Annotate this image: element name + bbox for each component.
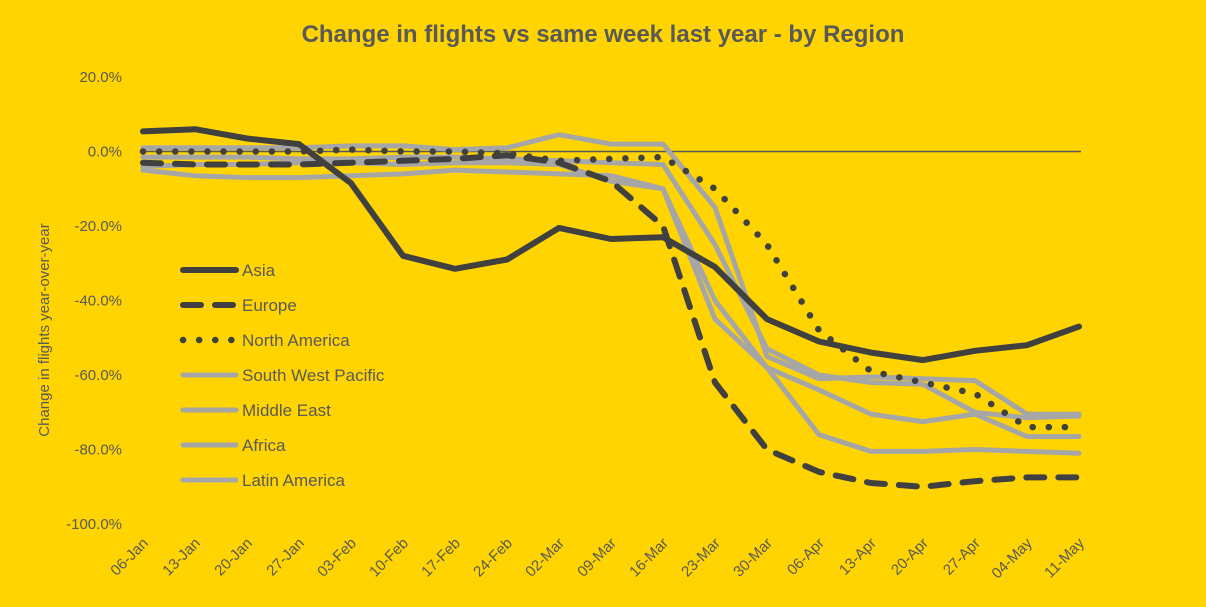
x-tick-label: 03-Feb [314,535,360,581]
x-tick-label: 20-Jan [211,535,255,579]
x-tick-label: 27-Jan [263,535,307,579]
x-tick-label: 06-Apr [784,535,828,579]
x-tick-label: 30-Mar [730,535,776,581]
x-tick-label: 11-May [1041,534,1088,581]
series-line-middle-east [140,154,1082,421]
legend-item-asia: Asia [180,261,276,280]
y-tick-label: -20.0% [74,218,122,235]
legend-label: Middle East [242,401,331,420]
x-tick-label: 04-May [988,534,1036,582]
series-line-asia [140,126,1082,364]
series-line-africa [140,160,1082,456]
x-axis-ticks: 06-Jan 13-Jan 20-Jan 27-Jan 03-Feb 10-Feb 17-F… [107,534,1088,582]
x-tick-label: 16-Mar [626,535,672,581]
series-line-north-america [139,146,1083,431]
x-tick-label: 06-Jan [107,535,151,579]
x-tick-label: 09-Mar [574,535,620,581]
x-tick-label: 20-Apr [888,535,932,579]
x-tick-label: 24-Feb [470,535,516,581]
legend: Asia Europe North America South West Pacifi… [179,261,385,490]
y-axis-ticks: 20.0% 0.0% -20.0% -40.0% -60.0% -80.0% -100.0% [66,69,122,533]
x-tick-label: 27-Apr [940,535,984,579]
y-axis-label: Change in flights year-over-year [36,223,53,436]
y-tick-label: -80.0% [74,442,122,459]
x-tick-label: 13-Apr [836,535,880,579]
legend-label: Europe [242,296,297,315]
x-tick-label: 23-Mar [678,535,724,581]
legend-label: Africa [242,436,286,455]
legend-item-latin-america: Latin America [180,471,346,490]
y-tick-label: -40.0% [74,293,122,310]
x-tick-label: 13-Jan [159,535,203,579]
y-tick-label: 0.0% [88,144,122,161]
chart-title: Change in flights vs same week last year… [302,21,905,48]
legend-item-africa: Africa [180,436,286,455]
x-tick-label: 17-Feb [418,535,464,581]
legend-item-europe: Europe [180,296,297,315]
x-tick-label: 10-Feb [366,535,412,581]
y-tick-label: 20.0% [79,69,122,86]
legend-label: Latin America [242,471,346,490]
legend-label: Asia [242,261,276,280]
x-tick-label: 02-Mar [522,535,568,581]
legend-item-north-america: North America [179,331,350,350]
y-tick-label: -100.0% [66,516,122,533]
y-tick-label: -60.0% [74,367,122,384]
legend-item-south-west-pacific: South West Pacific [180,366,385,385]
series-lines [139,126,1083,490]
legend-item-middle-east: Middle East [180,401,331,420]
series-line-latin-america [140,167,1082,439]
legend-label: North America [242,331,350,350]
legend-label: South West Pacific [242,366,385,385]
